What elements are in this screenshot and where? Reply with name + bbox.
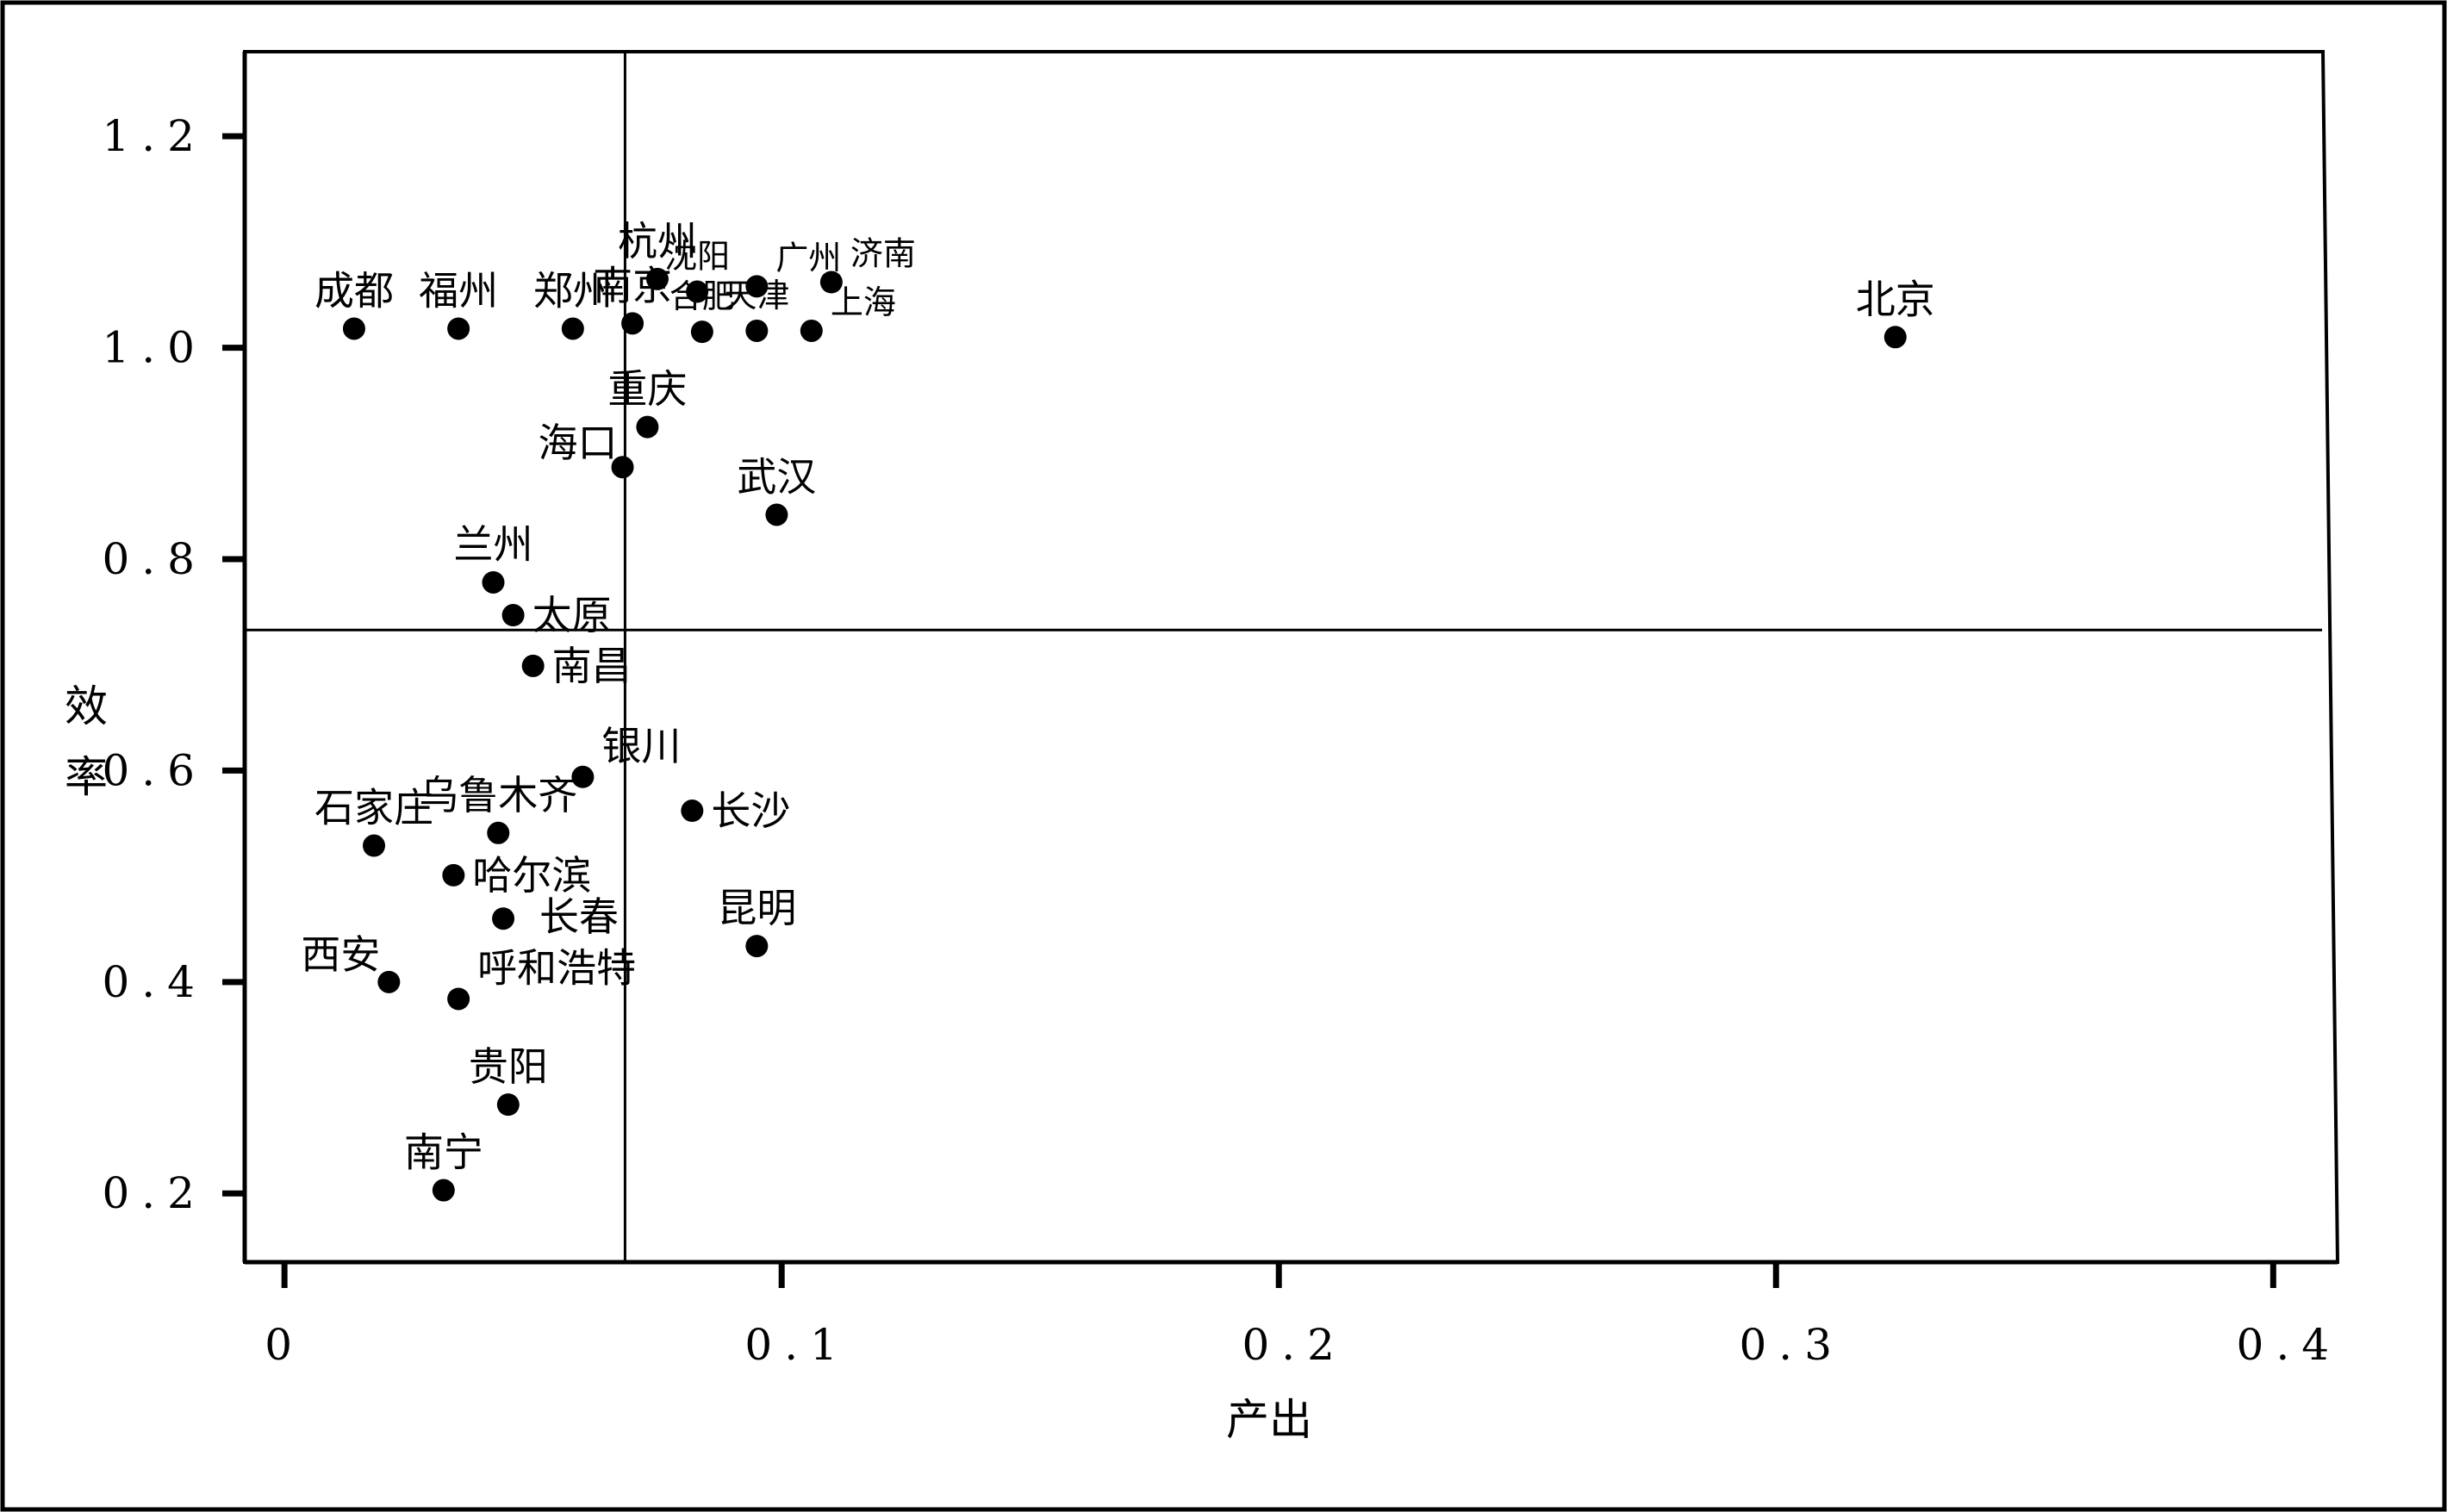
y-axis-ticks: 0.2 0.4 0.6 0.8 1.0 1.2: [102, 111, 246, 1218]
y-tick-label: 1.2: [102, 111, 207, 161]
y-axis-title: 效率: [65, 681, 108, 802]
data-point: [745, 935, 769, 958]
data-point: [1884, 326, 1907, 349]
data-point: [363, 834, 386, 857]
point-label: 成都: [314, 267, 394, 314]
point-label: 南京: [593, 262, 672, 308]
point-label: 武汉: [737, 453, 816, 500]
data-point: [765, 503, 788, 526]
point-label: 长春: [539, 893, 619, 940]
data-point: [800, 319, 823, 342]
data-point: [636, 415, 659, 439]
x-tick-label: 0.1: [744, 1320, 850, 1370]
x-axis-ticks: 0 0.1 0.2 0.3 0.4: [265, 1264, 2342, 1370]
data-point: [442, 863, 465, 887]
y-tick-label: 0.4: [102, 957, 207, 1007]
data-point: [645, 267, 669, 290]
data-point: [686, 280, 709, 303]
data-point: [611, 456, 634, 479]
point-label: 济南: [850, 235, 916, 273]
point-label: 呼和浩特: [477, 944, 636, 991]
data-point: [342, 317, 365, 340]
point-label: 北京: [1856, 276, 1935, 322]
point-label: 哈尔滨: [472, 852, 591, 899]
point-label: 郑州: [533, 267, 613, 314]
data-point: [561, 317, 584, 340]
data-point: [681, 800, 704, 823]
point-label: 南昌: [552, 643, 632, 689]
y-tick-label: 1.0: [102, 323, 207, 373]
point-label: 西安: [301, 931, 380, 978]
data-point: [501, 604, 525, 627]
data-point: [482, 570, 505, 594]
data-point: [487, 821, 510, 844]
data-point: [447, 987, 470, 1011]
point-label: 沈阳: [664, 238, 730, 276]
point-label: 重庆: [607, 366, 687, 413]
data-point: [745, 319, 769, 342]
x-tick-label: 0.2: [1242, 1320, 1347, 1370]
point-label: 太原: [532, 592, 612, 638]
y-tick-label: 0.8: [102, 534, 207, 584]
data-point: [521, 654, 545, 677]
point-label: 合肥: [669, 277, 735, 315]
point-label: 昆明: [717, 885, 796, 931]
data-points: [342, 267, 1907, 1202]
point-label: 上海: [831, 283, 896, 321]
y-tick-label: 0.6: [102, 745, 207, 795]
point-label: 银川: [601, 723, 681, 769]
point-label: 乌鲁木齐: [419, 772, 577, 818]
y-tick-label: 0.2: [102, 1168, 207, 1218]
x-axis-title: 产出: [1226, 1395, 1312, 1445]
point-label: 杭州: [618, 218, 697, 264]
data-point: [621, 312, 644, 335]
data-point: [447, 317, 470, 340]
point-label: 长沙: [711, 787, 790, 834]
reference-lines: [245, 52, 2322, 1262]
point-label: 海口: [539, 420, 618, 466]
x-tick-label: 0.3: [1739, 1320, 1844, 1370]
data-point: [492, 907, 515, 930]
point-label: 贵阳: [469, 1043, 548, 1090]
data-point: [745, 275, 769, 298]
data-point: [690, 320, 713, 344]
point-label: 福州: [419, 267, 498, 314]
data-point: [377, 970, 401, 993]
point-label: 石家庄: [314, 785, 433, 831]
data-point: [496, 1093, 520, 1117]
x-tick-label: 0.4: [2237, 1320, 2342, 1370]
point-label: 天津: [724, 277, 789, 314]
data-point: [819, 271, 843, 294]
point-label: 广州: [775, 239, 841, 277]
x-tick-label: 0: [265, 1320, 304, 1370]
point-label: 兰州: [454, 521, 533, 568]
data-point: [571, 765, 595, 788]
data-point: [432, 1179, 455, 1202]
point-label: 南宁: [404, 1129, 483, 1176]
